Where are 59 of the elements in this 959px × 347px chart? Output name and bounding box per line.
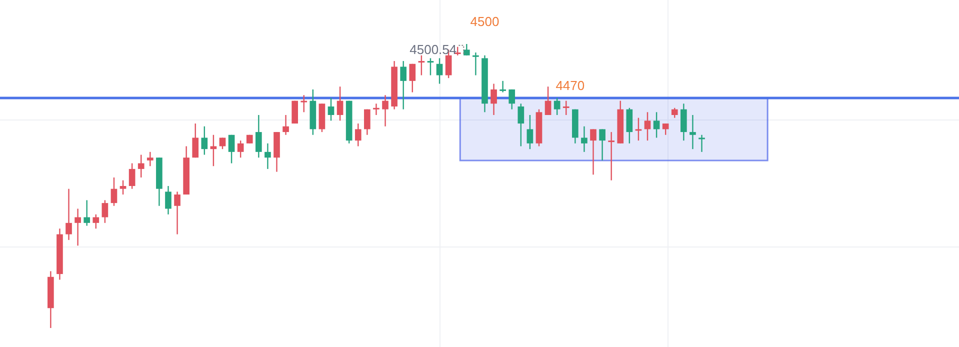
candlestick — [562, 100, 570, 116]
candlestick — [490, 83, 497, 116]
candlestick — [472, 52, 479, 76]
candlestick — [210, 134, 217, 167]
candlestick — [644, 112, 651, 142]
candlestick — [373, 103, 380, 116]
candlestick — [102, 200, 108, 224]
candlestick — [146, 151, 154, 167]
candlestick — [635, 117, 642, 142]
candlestick — [436, 58, 443, 84]
candlestick — [282, 114, 289, 136]
candlestick — [354, 122, 362, 147]
candlestick — [66, 188, 72, 241]
candlestick — [382, 94, 388, 127]
candlestick — [508, 88, 516, 110]
candlestick — [400, 60, 407, 110]
candlestick — [174, 191, 180, 235]
candlestick — [219, 137, 226, 150]
text: 4500 — [470, 14, 500, 29]
candlestick — [256, 114, 262, 158]
candlestick — [201, 126, 208, 156]
candlestick — [228, 134, 235, 164]
annotation: 4470 — [556, 78, 585, 93]
candlestick — [418, 54, 425, 76]
candlestick — [409, 63, 416, 93]
candlestick — [690, 114, 696, 150]
candlestick — [84, 200, 90, 226]
candlestick — [463, 43, 470, 56]
candlestick — [120, 180, 126, 196]
candlestick — [599, 128, 606, 162]
candlestick — [92, 214, 100, 230]
candlestick — [680, 103, 687, 142]
candlestick — [671, 107, 678, 118]
candlestick — [336, 86, 344, 122]
candlestick — [526, 114, 534, 150]
candlestick — [427, 58, 434, 76]
candlestick — [128, 162, 136, 190]
candlestick — [138, 154, 144, 178]
candlestick — [237, 140, 244, 158]
candlestick — [590, 128, 596, 176]
candlestick — [264, 142, 271, 170]
candlestick — [544, 86, 552, 116]
candlestick — [110, 176, 118, 206]
candlestick — [626, 107, 633, 144]
candlestick — [74, 208, 81, 246]
candlestick — [653, 112, 660, 138]
annotation: 4500.54 — [410, 42, 457, 57]
candlestick — [662, 122, 669, 136]
candlestick — [608, 131, 614, 181]
candlestick — [165, 185, 172, 215]
candlestick — [300, 94, 308, 113]
candlestick — [581, 126, 588, 153]
candlestick — [364, 108, 370, 136]
candlestick — [500, 80, 506, 93]
candlestick — [328, 97, 334, 122]
candlestick — [518, 103, 524, 147]
candlestick — [192, 122, 199, 158]
candlestick — [698, 134, 705, 153]
candlestick — [554, 97, 560, 116]
